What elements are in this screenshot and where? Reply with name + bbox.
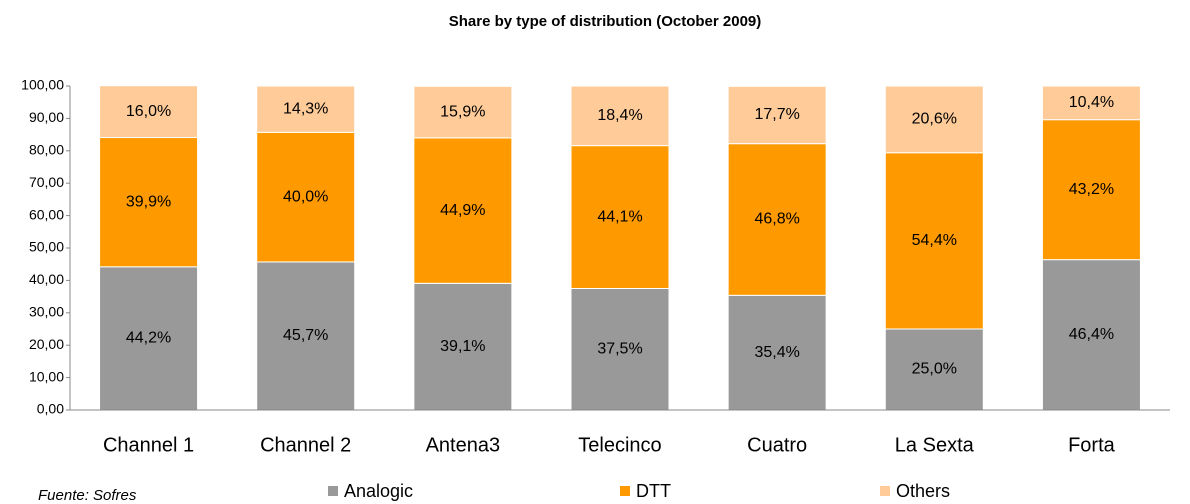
bar-segment <box>884 85 984 154</box>
data-label: 39,9% <box>126 193 171 210</box>
x-tick-label: Channel 2 <box>260 434 351 456</box>
bar-segment <box>413 137 513 284</box>
data-label: 46,8% <box>754 211 799 228</box>
data-label: 46,4% <box>1069 326 1114 343</box>
data-label: 20,6% <box>912 111 957 128</box>
y-tick-label: 0,00 <box>37 401 64 417</box>
legend-label: DTT <box>636 481 671 501</box>
y-tick-label: 50,00 <box>29 239 64 255</box>
data-label: 44,2% <box>126 330 171 347</box>
bar-segment <box>1041 119 1141 261</box>
bar-segment <box>570 85 670 147</box>
bar-segment <box>256 261 356 411</box>
legend-swatch <box>620 486 630 496</box>
x-tick-label: Antena3 <box>426 434 501 456</box>
data-label: 44,1% <box>597 208 642 225</box>
legend-swatch <box>880 486 890 496</box>
bar-segment <box>256 85 356 133</box>
data-label: 15,9% <box>440 103 485 120</box>
data-label: 14,3% <box>283 100 328 117</box>
bar-segment <box>413 85 513 139</box>
data-label: 17,7% <box>754 106 799 123</box>
legend-label: Others <box>896 481 950 501</box>
bar-segment <box>727 294 827 411</box>
y-tick-label: 60,00 <box>29 206 64 222</box>
bar-segment <box>99 137 199 268</box>
data-label: 10,4% <box>1069 94 1114 111</box>
legend-label: Analogic <box>344 481 413 501</box>
bar-segment <box>99 266 199 411</box>
bar-segment <box>570 288 670 411</box>
data-label: 25,0% <box>912 361 957 378</box>
y-tick-label: 30,00 <box>29 304 64 320</box>
x-tick-label: Channel 1 <box>103 434 194 456</box>
x-tick-label: Cuatro <box>747 434 807 456</box>
bar-segment <box>884 152 984 330</box>
x-tick-label: Forta <box>1068 434 1116 456</box>
data-label: 39,1% <box>440 338 485 355</box>
bar-segment <box>99 85 199 139</box>
bar-segment <box>1041 85 1141 121</box>
x-tick-label: Telecinco <box>578 434 661 456</box>
bar-segment <box>256 131 356 263</box>
bar-segment <box>413 282 513 411</box>
data-label: 43,2% <box>1069 181 1114 198</box>
y-tick-label: 80,00 <box>29 142 64 158</box>
x-tick-label: La Sexta <box>895 434 975 456</box>
chart-title: Share by type of distribution (October 2… <box>449 13 762 30</box>
y-tick-label: 100,00 <box>21 77 64 93</box>
data-label: 45,7% <box>283 327 328 344</box>
data-label: 40,0% <box>283 188 328 205</box>
source-note: Fuente: Sofres <box>38 487 137 504</box>
bar-segment <box>570 145 670 289</box>
data-label: 35,4% <box>754 344 799 361</box>
data-label: 16,0% <box>126 103 171 120</box>
y-tick-label: 10,00 <box>29 368 64 384</box>
bar-segment <box>1041 259 1141 411</box>
bar-segment <box>727 85 827 145</box>
data-label: 54,4% <box>912 232 957 249</box>
data-label: 18,4% <box>597 107 642 124</box>
y-tick-label: 70,00 <box>29 174 64 190</box>
y-tick-label: 40,00 <box>29 271 64 287</box>
data-label: 44,9% <box>440 202 485 219</box>
y-tick-label: 90,00 <box>29 109 64 125</box>
y-tick-label: 20,00 <box>29 336 64 352</box>
data-label: 37,5% <box>597 340 642 357</box>
legend-swatch <box>328 486 338 496</box>
bar-segment <box>884 328 984 411</box>
